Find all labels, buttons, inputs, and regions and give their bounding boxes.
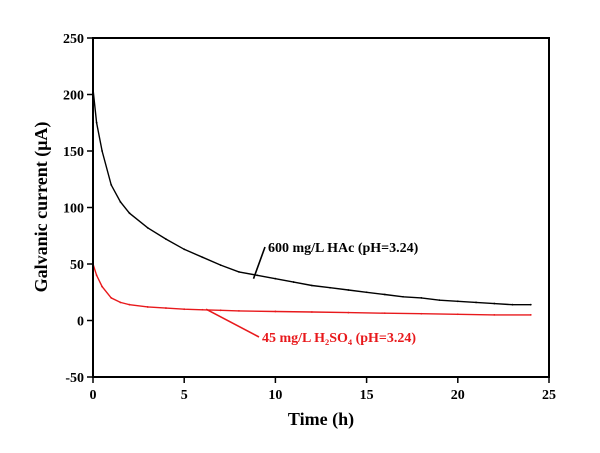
series-1-point bbox=[119, 301, 122, 304]
series-0-point bbox=[420, 297, 423, 299]
series-0-point bbox=[119, 200, 122, 203]
series-1-point bbox=[128, 303, 131, 306]
series-0-point bbox=[347, 289, 350, 291]
series-label-0: 600 mg/L HAc (pH=3.24) bbox=[268, 241, 419, 256]
x-tick-label: 20 bbox=[451, 388, 465, 403]
series-0-point bbox=[101, 150, 104, 152]
series-0-point bbox=[165, 238, 167, 241]
series-1-point bbox=[347, 311, 350, 314]
y-tick-label: 250 bbox=[63, 32, 84, 47]
series-1-point bbox=[146, 306, 149, 308]
series-0-point bbox=[365, 291, 368, 294]
series-0-point bbox=[201, 256, 204, 259]
series-1-point bbox=[420, 312, 423, 315]
series-0-point bbox=[256, 274, 259, 277]
series-0-point bbox=[511, 303, 514, 306]
series-0-point bbox=[128, 212, 131, 215]
series-1-point bbox=[383, 312, 386, 315]
series-0-point bbox=[475, 301, 477, 304]
series-1-point bbox=[219, 309, 222, 312]
series-0-point bbox=[383, 293, 386, 296]
series-label-1: 45 mg/L H₂SO₄ (pH=3.24) bbox=[262, 331, 416, 346]
series-0-point bbox=[238, 271, 240, 273]
series-1-point bbox=[110, 297, 113, 299]
series-0-point bbox=[456, 300, 459, 303]
tick-layer: 0 5 10 15 20 25 -50 0 50 100 150 200 250 bbox=[63, 32, 556, 403]
annotation-layer: 600 mg/L HAc (pH=3.24) 45 mg/L H₂SO₄ (pH=… bbox=[205, 241, 419, 346]
x-tick-label: 15 bbox=[360, 388, 374, 403]
series-line-0 bbox=[92, 88, 531, 306]
series-0-point bbox=[310, 284, 313, 287]
series-1-point bbox=[238, 309, 240, 312]
series-1-point bbox=[529, 313, 532, 316]
series-1-point bbox=[165, 307, 167, 309]
x-axis-title: Time (h) bbox=[288, 409, 354, 430]
y-tick-label: 150 bbox=[63, 145, 84, 160]
y-axis-title: Galvanic current (μA) bbox=[31, 122, 52, 293]
series-0-point bbox=[438, 299, 441, 302]
series-1-point bbox=[101, 285, 104, 288]
y-tick-label: 50 bbox=[70, 258, 84, 273]
series-1-point bbox=[274, 310, 277, 313]
series-0-point bbox=[219, 264, 222, 267]
series-line-1 bbox=[92, 263, 531, 316]
x-tick-label: 10 bbox=[268, 388, 282, 403]
series-0-point bbox=[110, 184, 113, 186]
series-1-point bbox=[201, 308, 204, 311]
x-tick-label: 0 bbox=[90, 388, 97, 403]
series-1-point bbox=[493, 313, 496, 316]
series-1-point bbox=[95, 274, 98, 277]
plot-frame bbox=[92, 37, 550, 378]
annotation-pointer bbox=[205, 308, 260, 338]
series-0-point bbox=[329, 286, 332, 289]
series-0-point bbox=[183, 248, 186, 251]
series-0-point bbox=[95, 121, 98, 124]
y-tick-label: -50 bbox=[65, 371, 84, 386]
series-0-point bbox=[146, 226, 149, 229]
x-tick-label: 25 bbox=[542, 388, 556, 403]
series-0-point bbox=[402, 295, 404, 298]
series-1-point bbox=[310, 311, 313, 313]
series-1-point bbox=[456, 313, 459, 316]
annotation-pointer bbox=[252, 246, 266, 279]
series-1-point bbox=[183, 308, 186, 311]
series-0-point bbox=[529, 303, 532, 306]
y-tick-label: 0 bbox=[77, 315, 84, 330]
series-0-point bbox=[493, 302, 496, 305]
series-layer bbox=[92, 87, 532, 316]
x-tick-label: 5 bbox=[181, 388, 188, 403]
series-0-point bbox=[292, 281, 295, 283]
y-tick-label: 100 bbox=[63, 202, 84, 217]
series-0-point bbox=[274, 277, 277, 280]
y-tick-label: 200 bbox=[63, 89, 84, 104]
